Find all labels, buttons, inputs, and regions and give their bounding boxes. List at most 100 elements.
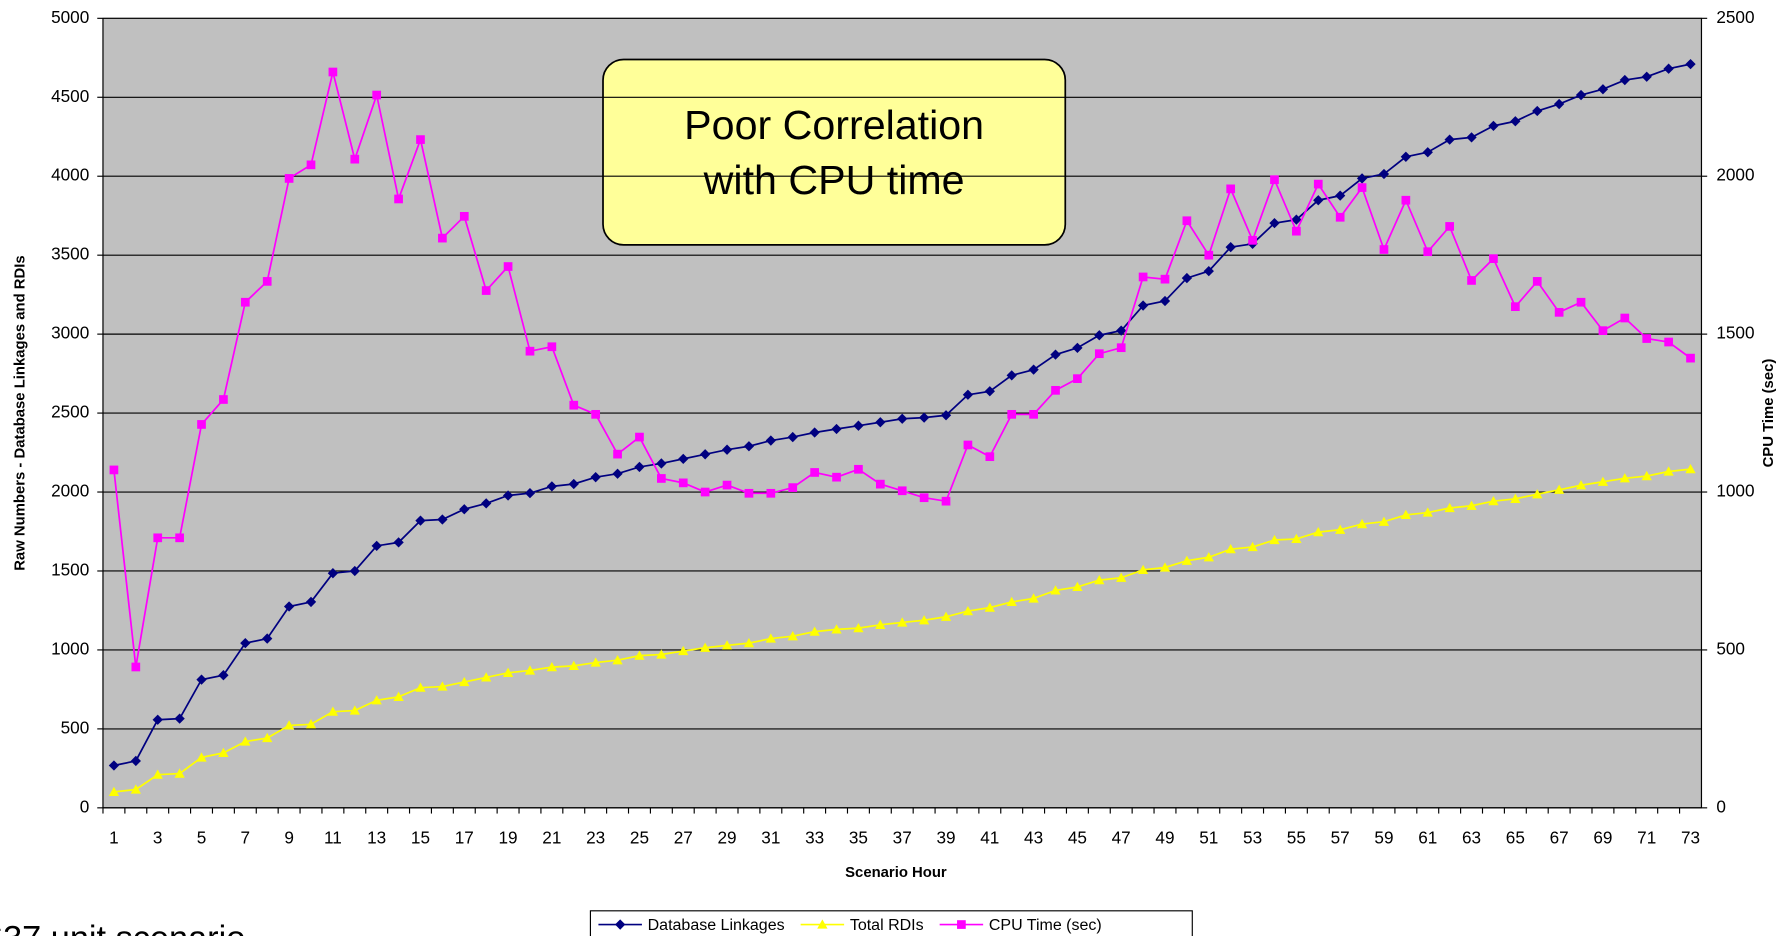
marker — [853, 420, 864, 431]
marker — [1335, 524, 1346, 534]
marker — [1226, 184, 1236, 194]
marker — [1335, 212, 1345, 222]
marker — [371, 540, 382, 552]
y2-tick-label: 500 — [1716, 638, 1745, 658]
marker — [1292, 226, 1301, 236]
marker — [1050, 585, 1061, 595]
y2-tick-label: 2500 — [1716, 7, 1754, 27]
marker — [153, 533, 163, 543]
marker — [612, 655, 623, 665]
marker — [328, 67, 338, 77]
annotation-box — [602, 58, 1067, 246]
marker — [591, 409, 601, 419]
y2-tick-label: 0 — [1716, 796, 1726, 816]
marker — [1489, 254, 1498, 263]
marker — [721, 640, 733, 650]
marker — [1006, 596, 1017, 607]
marker — [1466, 132, 1477, 143]
legend-label: Total RDIs — [850, 917, 924, 934]
marker — [327, 568, 339, 579]
marker — [875, 417, 886, 428]
marker — [787, 431, 798, 443]
marker — [962, 389, 974, 400]
x-tick-label: 71 — [1637, 827, 1656, 847]
x-tick-label: 41 — [980, 827, 999, 847]
marker — [612, 468, 623, 479]
x-tick-label: 33 — [805, 827, 824, 847]
marker — [1663, 63, 1674, 74]
marker — [306, 160, 316, 170]
marker — [1619, 473, 1630, 483]
marker — [108, 786, 120, 797]
marker — [1270, 175, 1279, 185]
marker — [283, 601, 295, 612]
marker — [1356, 518, 1368, 529]
marker — [1051, 385, 1060, 395]
note: 637 unit scenario — [0, 920, 245, 936]
marker — [305, 596, 317, 608]
marker — [130, 755, 141, 767]
marker — [1094, 574, 1105, 585]
x-tick-label: 5 — [197, 827, 207, 847]
marker — [349, 705, 360, 715]
marker — [1510, 302, 1520, 311]
marker — [1160, 274, 1170, 284]
marker — [809, 626, 820, 636]
x-tick-label: 35 — [849, 827, 868, 847]
marker — [393, 537, 404, 548]
x-tick-label: 65 — [1506, 827, 1525, 847]
x-tick-label: 29 — [718, 827, 737, 847]
marker — [1247, 541, 1258, 552]
marker — [1466, 500, 1477, 510]
marker — [615, 919, 626, 930]
x-tick-label: 13 — [367, 827, 386, 847]
marker — [984, 602, 995, 612]
marker — [218, 747, 229, 758]
marker — [240, 736, 251, 746]
marker — [1597, 476, 1609, 486]
marker — [371, 695, 382, 705]
marker — [1575, 480, 1587, 490]
y2-tick-label: 1500 — [1716, 323, 1754, 343]
marker — [766, 488, 776, 498]
marker — [1510, 493, 1521, 503]
marker — [1532, 277, 1542, 286]
marker — [1642, 334, 1652, 343]
marker — [1138, 272, 1148, 282]
marker — [349, 565, 360, 577]
marker — [1181, 555, 1193, 565]
marker — [743, 637, 755, 648]
marker — [262, 277, 272, 286]
x-tick-label: 39 — [936, 827, 955, 847]
marker — [743, 441, 755, 452]
x-tick-label: 31 — [761, 827, 780, 847]
marker — [590, 472, 601, 483]
marker — [1029, 409, 1038, 419]
marker — [283, 720, 295, 730]
marker — [502, 667, 514, 677]
marker — [1028, 593, 1039, 603]
marker — [788, 483, 798, 492]
marker — [130, 784, 141, 794]
marker — [1597, 84, 1609, 95]
marker — [305, 719, 317, 729]
marker — [546, 481, 558, 492]
marker — [524, 487, 536, 499]
marker — [502, 490, 514, 501]
marker — [1050, 349, 1061, 360]
legend-label: Database Linkages — [648, 917, 785, 934]
marker — [1073, 374, 1082, 384]
marker — [1444, 502, 1455, 513]
marker — [219, 395, 228, 404]
marker — [152, 714, 163, 725]
legend: Database Linkages Total RDIs CPU Time (sec… — [589, 910, 1193, 936]
marker — [1620, 313, 1630, 323]
marker — [481, 672, 492, 682]
x-tick-label: 53 — [1243, 827, 1262, 847]
marker — [394, 194, 403, 204]
marker — [897, 413, 908, 424]
legend-box — [589, 910, 1193, 936]
marker — [613, 449, 622, 459]
marker — [525, 346, 535, 356]
